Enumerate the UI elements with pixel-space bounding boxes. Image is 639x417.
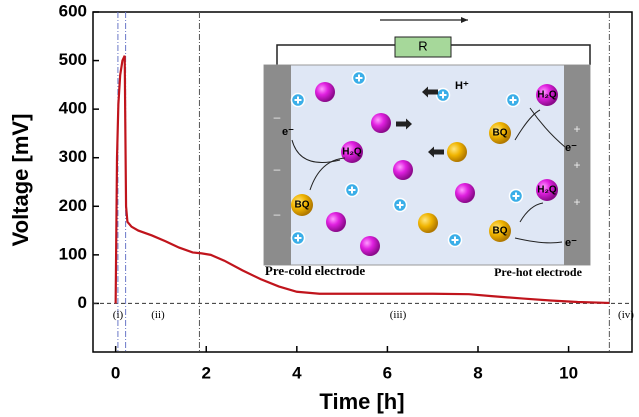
plot-frame	[92, 11, 633, 353]
bq-label: BQ	[493, 128, 508, 139]
electron-label: e⁻	[565, 142, 577, 154]
y-tick-label: 300	[59, 147, 87, 166]
x-tick-label: 8	[473, 363, 482, 382]
ion-plus	[294, 234, 302, 242]
region-label: (ii)	[151, 309, 165, 321]
ion-plus	[348, 186, 356, 194]
ion-plus	[509, 96, 517, 104]
bq-label: BQ	[493, 226, 508, 237]
minus-sign: –	[274, 110, 281, 124]
ion-plus	[439, 91, 447, 99]
x-axis-label: Time [h]	[319, 389, 404, 414]
x-tick-label: 4	[292, 363, 302, 382]
bq-label: BQ	[295, 200, 310, 211]
x-tick-label: 10	[559, 363, 578, 382]
molecule	[360, 236, 380, 256]
electron-label: e⁻	[565, 237, 577, 249]
reaction-arrow	[514, 109, 541, 141]
y-tick-label: 200	[59, 196, 87, 215]
hot-electrode	[564, 65, 590, 265]
region-label: (iv)	[618, 309, 634, 321]
electron-label: e⁻	[282, 126, 294, 138]
y-axis-label: Voltage [mV]	[8, 114, 33, 247]
reaction-arrow	[529, 107, 566, 148]
y-tick-label: 0	[78, 293, 87, 312]
plus-sign: +	[573, 195, 580, 209]
y-tick-label: 100	[59, 244, 87, 263]
molecule	[315, 82, 335, 102]
region-label: (iii)	[390, 309, 407, 321]
ion-plus	[451, 236, 459, 244]
molecule	[455, 183, 475, 203]
molecule	[536, 84, 558, 106]
molecule	[447, 142, 467, 162]
region-label: (i)	[113, 309, 124, 321]
molecule	[489, 220, 511, 242]
ion-plus	[512, 192, 520, 200]
x-tick-label: 6	[383, 363, 392, 382]
cold-electrode	[264, 65, 291, 265]
molecule	[371, 113, 391, 133]
arrow-head	[461, 17, 468, 23]
y-tick-label: 400	[59, 99, 87, 118]
reaction-arrow	[514, 237, 563, 244]
reaction-arrow	[309, 157, 346, 191]
cold-electrode-label: Pre-cold electrode	[265, 263, 365, 278]
ion-plus	[396, 201, 404, 209]
reaction-arrow	[519, 202, 544, 223]
minus-sign: –	[274, 207, 281, 221]
molecule	[536, 179, 558, 201]
h2q-label: H₂Q	[537, 90, 557, 101]
y-tick-label: 600	[59, 1, 87, 20]
plus-sign: +	[573, 122, 580, 136]
inset-diagram: R H₂QH₂QH₂QBQBQBQH⁺e⁻e⁻e⁻–––+++Pre-cold …	[263, 17, 591, 279]
voltage-line	[114, 55, 610, 305]
motion-arrow	[422, 86, 438, 98]
ion-plus	[294, 96, 302, 104]
plus-sign: +	[573, 158, 580, 172]
h2q-label: H₂Q	[342, 147, 362, 158]
resistor	[394, 36, 452, 58]
molecule	[393, 160, 413, 180]
molecule	[291, 194, 313, 216]
molecule	[326, 212, 346, 232]
resistor-label: R	[418, 38, 427, 53]
molecule	[489, 122, 511, 144]
molecule	[418, 213, 438, 233]
molecule	[341, 141, 363, 163]
minus-sign: –	[274, 162, 281, 176]
x-tick-label: 0	[111, 363, 120, 382]
y-tick-label: 500	[59, 50, 87, 69]
ion-plus	[355, 74, 363, 82]
hot-electrode-label: Pre-hot electrode	[494, 265, 583, 279]
x-tick-label: 2	[202, 363, 211, 382]
motion-arrow	[428, 146, 444, 158]
motion-arrow	[396, 118, 412, 130]
proton-label: H⁺	[455, 80, 469, 92]
h2q-label: H₂Q	[537, 185, 557, 196]
